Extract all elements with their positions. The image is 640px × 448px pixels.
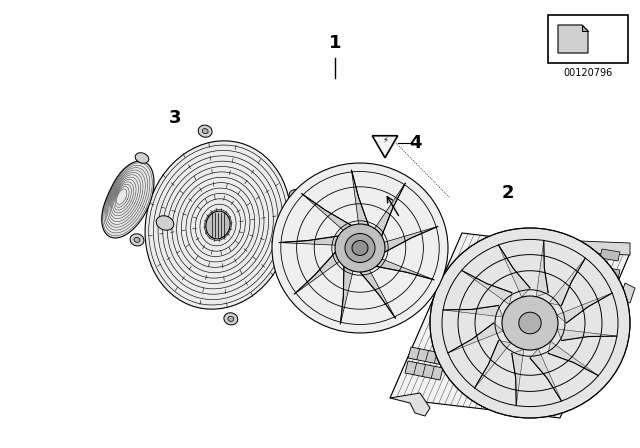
Polygon shape	[499, 245, 530, 297]
Polygon shape	[549, 258, 586, 306]
Polygon shape	[340, 267, 353, 324]
Polygon shape	[600, 249, 620, 261]
Ellipse shape	[224, 313, 238, 325]
Polygon shape	[390, 233, 630, 418]
Polygon shape	[294, 252, 342, 294]
Polygon shape	[443, 306, 502, 317]
Polygon shape	[405, 361, 443, 380]
Polygon shape	[600, 267, 620, 279]
Text: 3: 3	[169, 109, 181, 127]
Polygon shape	[580, 241, 630, 255]
Text: 1: 1	[329, 34, 341, 52]
Text: 4: 4	[409, 134, 421, 152]
Ellipse shape	[206, 211, 230, 239]
Ellipse shape	[335, 224, 385, 272]
Ellipse shape	[502, 296, 558, 350]
Polygon shape	[360, 268, 396, 318]
Ellipse shape	[272, 163, 448, 333]
Polygon shape	[448, 323, 503, 353]
Ellipse shape	[289, 190, 303, 202]
Polygon shape	[548, 341, 598, 375]
Ellipse shape	[352, 241, 368, 255]
Polygon shape	[600, 321, 620, 333]
Polygon shape	[373, 183, 405, 236]
Ellipse shape	[345, 233, 375, 263]
Ellipse shape	[202, 129, 208, 134]
Polygon shape	[558, 25, 588, 53]
Ellipse shape	[519, 312, 541, 334]
Text: 00120796: 00120796	[563, 68, 612, 78]
Polygon shape	[568, 242, 585, 252]
Polygon shape	[620, 283, 635, 303]
Polygon shape	[381, 226, 438, 252]
Bar	[548, 15, 628, 63]
Polygon shape	[461, 271, 512, 305]
Polygon shape	[302, 194, 351, 232]
Text: 2: 2	[502, 184, 515, 202]
Polygon shape	[600, 303, 620, 315]
Polygon shape	[279, 236, 339, 246]
Polygon shape	[557, 329, 617, 340]
Ellipse shape	[156, 216, 174, 230]
Ellipse shape	[228, 316, 234, 321]
Polygon shape	[546, 242, 563, 252]
Polygon shape	[536, 241, 548, 297]
Polygon shape	[600, 339, 620, 351]
Polygon shape	[372, 136, 398, 158]
Polygon shape	[512, 349, 524, 405]
Polygon shape	[502, 242, 519, 252]
Ellipse shape	[135, 153, 148, 163]
Polygon shape	[480, 242, 497, 252]
Polygon shape	[524, 242, 541, 252]
Ellipse shape	[134, 237, 140, 242]
Ellipse shape	[130, 234, 144, 246]
Ellipse shape	[198, 125, 212, 137]
Ellipse shape	[145, 141, 291, 309]
Text: ⚡: ⚡	[382, 135, 388, 145]
Polygon shape	[600, 285, 620, 297]
Polygon shape	[408, 347, 446, 365]
Polygon shape	[475, 340, 511, 388]
Polygon shape	[530, 349, 561, 401]
Polygon shape	[390, 393, 430, 416]
Ellipse shape	[430, 228, 630, 418]
Polygon shape	[557, 293, 612, 323]
Polygon shape	[102, 161, 154, 238]
Polygon shape	[582, 25, 588, 31]
Polygon shape	[376, 258, 434, 280]
Ellipse shape	[293, 193, 299, 198]
Polygon shape	[351, 170, 369, 226]
